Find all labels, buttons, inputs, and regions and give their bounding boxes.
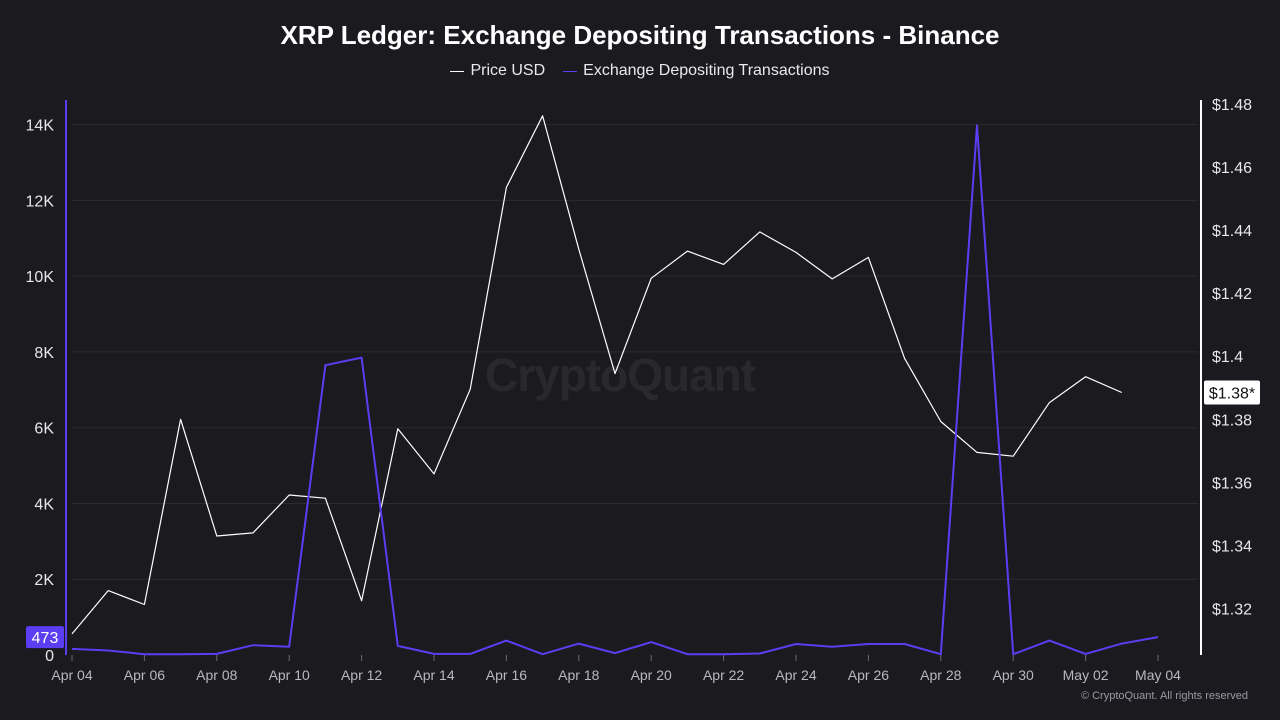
last-value-badge-left xyxy=(26,626,64,649)
last-value-badge-right xyxy=(1204,380,1260,405)
y-left-tick-label: 2K xyxy=(34,572,54,589)
x-tick-label: May 02 xyxy=(1063,667,1109,683)
y-left-tick-label: 12K xyxy=(26,193,55,210)
y-right-tick-label: $1.36 xyxy=(1212,475,1252,492)
x-tick-label: Apr 04 xyxy=(51,667,92,683)
last-value-label-right: $1.38* xyxy=(1209,385,1255,402)
legend-item-deposits[interactable]: Exchange Depositing Transactions xyxy=(563,62,830,80)
x-tick-label: Apr 18 xyxy=(558,667,599,683)
y-right-tick-label: $1.48 xyxy=(1212,97,1252,114)
x-tick-label: Apr 30 xyxy=(993,667,1034,683)
legend-swatch-deposits xyxy=(563,70,578,72)
legend-item-price[interactable]: Price USD xyxy=(450,62,545,80)
x-tick-label: Apr 20 xyxy=(631,667,672,683)
y-left-tick-label: 8K xyxy=(34,345,54,362)
x-tick-label: Apr 16 xyxy=(486,667,527,683)
series-line-price xyxy=(71,115,1123,635)
y-right-tick-label: $1.44 xyxy=(1212,223,1252,240)
legend: Price USD Exchange Depositing Transactio… xyxy=(0,62,1280,80)
y-right-tick-label: $1.42 xyxy=(1212,286,1252,303)
y-right-tick-label: $1.4 xyxy=(1212,349,1243,366)
y-right-tick-label: $1.46 xyxy=(1212,160,1252,177)
y-left-tick-label: 6K xyxy=(34,421,54,438)
legend-swatch-price xyxy=(450,70,465,72)
x-tick-label: May 04 xyxy=(1135,667,1181,683)
y-right-tick-label: $1.34 xyxy=(1212,539,1252,556)
y-left-tick-label: 10K xyxy=(26,269,55,286)
x-tick-label: Apr 08 xyxy=(196,667,237,683)
y-right-tick-label: $1.38 xyxy=(1212,412,1252,429)
x-tick-label: Apr 26 xyxy=(848,667,889,683)
x-tick-label: Apr 06 xyxy=(124,667,165,683)
x-tick-label: Apr 14 xyxy=(413,667,454,683)
copyright-notice: © CryptoQuant. All rights reserved xyxy=(1080,690,1248,702)
y-left-tick-label: 14K xyxy=(26,118,55,135)
x-tick-label: Apr 22 xyxy=(703,667,744,683)
y-left-tick-label: 0 xyxy=(45,648,54,665)
legend-label-deposits: Exchange Depositing Transactions xyxy=(583,62,830,79)
y-left-tick-label: 4K xyxy=(34,496,54,513)
x-tick-label: Apr 10 xyxy=(269,667,310,683)
x-tick-label: Apr 24 xyxy=(775,667,816,683)
y-right-tick-label: $1.32 xyxy=(1212,602,1252,619)
last-value-label-left: 473 xyxy=(32,630,59,647)
x-tick-label: Apr 12 xyxy=(341,667,382,683)
legend-label-price: Price USD xyxy=(470,62,546,79)
x-tick-label: Apr 28 xyxy=(920,667,961,683)
series-line-deposits xyxy=(71,124,1159,656)
chart-title: XRP Ledger: Exchange Depositing Transact… xyxy=(280,20,1000,50)
